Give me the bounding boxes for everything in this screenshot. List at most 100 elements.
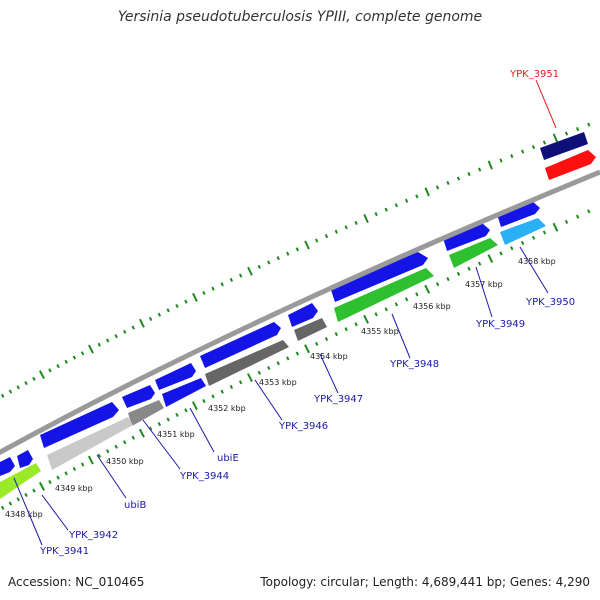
- kbp-label: 4348 kbp: [5, 510, 43, 519]
- minor-tick: [531, 145, 536, 150]
- major-tick: [552, 222, 559, 232]
- feature-arrow[interactable]: [200, 322, 281, 368]
- minor-tick: [24, 381, 28, 386]
- gene-label[interactable]: YPK_3944: [179, 471, 229, 482]
- map-title: Yersinia pseudotuberculosis YPIII, compl…: [117, 9, 483, 25]
- gene-label[interactable]: ubiE: [217, 453, 239, 464]
- major-tick: [247, 266, 253, 276]
- feature-arrow[interactable]: [540, 132, 588, 160]
- minor-tick: [286, 251, 290, 256]
- feature-arrow[interactable]: [17, 450, 33, 468]
- feature-arrow[interactable]: [500, 218, 546, 245]
- major-tick: [38, 370, 45, 380]
- minor-tick: [220, 389, 224, 394]
- gene-label[interactable]: YPK_3950: [525, 297, 575, 308]
- minor-tick: [467, 266, 471, 271]
- minor-tick: [48, 479, 52, 485]
- gene-label[interactable]: YPK_3948: [389, 359, 439, 370]
- kbp-label: 4352 kbp: [208, 404, 246, 413]
- minor-tick: [576, 127, 580, 132]
- minor-tick: [315, 238, 319, 243]
- minor-tick: [510, 154, 514, 159]
- minor-tick: [32, 488, 36, 493]
- minor-tick: [499, 158, 503, 163]
- minor-tick: [80, 462, 85, 467]
- major-tick: [192, 292, 198, 302]
- minor-tick: [166, 308, 170, 313]
- feature-arrow[interactable]: [449, 238, 498, 268]
- feature-arrow[interactable]: [128, 400, 164, 426]
- leader-line: [189, 407, 215, 453]
- minor-tick: [276, 361, 280, 366]
- minor-tick: [394, 302, 399, 307]
- kbp-label: 4353 kbp: [259, 378, 297, 387]
- gene-label[interactable]: YPK_3949: [475, 319, 525, 330]
- feature-arrow[interactable]: [0, 463, 41, 499]
- minor-tick: [384, 207, 388, 212]
- minor-tick: [394, 203, 399, 208]
- feature-arrow[interactable]: [545, 150, 596, 180]
- minor-tick: [267, 365, 271, 371]
- gene-label[interactable]: YPK_3942: [68, 530, 118, 541]
- minor-tick: [276, 256, 280, 261]
- minor-tick: [238, 273, 243, 278]
- minor-tick: [56, 364, 60, 369]
- minor-tick: [575, 214, 580, 219]
- minor-tick: [211, 394, 215, 399]
- kbp-scale-labels: 4348 kbp 4349 kbp 4350 kbp 4351 kbp 4352…: [5, 257, 556, 519]
- minor-tick: [374, 312, 378, 317]
- minor-tick: [184, 299, 188, 304]
- minor-tick: [286, 356, 290, 361]
- feature-arrow[interactable]: [162, 378, 206, 407]
- minor-tick: [157, 312, 162, 317]
- minor-tick: [229, 277, 234, 283]
- minor-tick: [456, 271, 461, 277]
- minor-tick: [467, 171, 471, 177]
- gene-label[interactable]: YPK_3951: [509, 69, 559, 80]
- minor-tick: [114, 334, 118, 339]
- gene-label[interactable]: YPK_3947: [313, 394, 363, 405]
- minor-tick: [587, 122, 591, 127]
- minor-tick: [220, 282, 224, 287]
- feature-arrow[interactable]: [40, 402, 119, 448]
- gene-label[interactable]: YPK_3946: [278, 421, 328, 432]
- major-tick: [87, 455, 94, 465]
- minor-tick: [384, 307, 388, 312]
- feature-arrow[interactable]: [443, 223, 490, 251]
- gene-labels: YPK_3941 YPK_3942 ubiB YPK_3944 ubiE YPK…: [39, 69, 575, 557]
- feature-arrow[interactable]: [155, 363, 196, 390]
- gene-label[interactable]: ubiB: [124, 500, 146, 511]
- feature-arrow[interactable]: [288, 303, 318, 327]
- minor-tick: [32, 376, 36, 381]
- feature-arrow[interactable]: [497, 201, 540, 227]
- minor-tick: [16, 385, 20, 390]
- minor-tick: [97, 453, 102, 458]
- major-tick: [191, 401, 198, 411]
- minor-tick: [229, 384, 234, 390]
- minor-tick: [295, 247, 300, 252]
- leader-line: [535, 79, 557, 129]
- feature-arrow[interactable]: [334, 268, 434, 322]
- minor-tick: [404, 198, 409, 203]
- minor-tick: [24, 492, 28, 498]
- inner-strand-features: [0, 218, 546, 499]
- feature-arrow[interactable]: [330, 252, 428, 302]
- major-tick: [424, 187, 430, 197]
- minor-tick: [344, 225, 348, 230]
- kbp-label: 4349 kbp: [55, 484, 93, 493]
- feature-arrow[interactable]: [47, 417, 133, 470]
- minor-tick: [344, 327, 348, 332]
- feature-arrow[interactable]: [122, 385, 155, 408]
- minor-tick: [72, 466, 77, 471]
- outer-strand-features: [0, 132, 596, 476]
- minor-tick: [521, 149, 525, 154]
- leader-line: [96, 454, 127, 499]
- minor-tick: [105, 449, 110, 454]
- minor-tick: [202, 290, 206, 296]
- gene-label[interactable]: YPK_3941: [39, 546, 89, 557]
- feature-arrow[interactable]: [205, 340, 289, 386]
- minor-tick: [324, 336, 329, 342]
- feature-arrow[interactable]: [294, 318, 327, 341]
- minor-tick: [97, 342, 101, 347]
- feature-arrow[interactable]: [0, 457, 15, 476]
